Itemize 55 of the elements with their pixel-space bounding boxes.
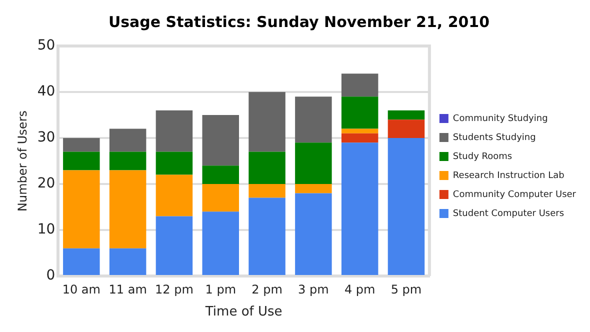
bar bbox=[202, 212, 239, 275]
x-tick-label: 10 am bbox=[62, 282, 100, 296]
bar bbox=[63, 248, 100, 275]
x-tick-label: 1 pm bbox=[205, 282, 236, 296]
bar bbox=[109, 248, 146, 275]
bar bbox=[295, 142, 332, 184]
y-tick-label: 50 bbox=[37, 38, 56, 54]
bar bbox=[202, 166, 239, 184]
bar bbox=[63, 152, 100, 170]
bar bbox=[63, 138, 100, 152]
y-tick-label: 30 bbox=[37, 130, 56, 146]
x-tick-label: 12 pm bbox=[155, 282, 194, 296]
bar bbox=[388, 120, 425, 138]
bar bbox=[156, 216, 193, 275]
bar bbox=[388, 138, 425, 275]
x-tick-label: 5 pm bbox=[390, 282, 422, 296]
x-tick-label: 3 pm bbox=[298, 282, 329, 296]
legend-label: Research Instruction Lab bbox=[452, 170, 565, 181]
bar bbox=[341, 128, 378, 134]
bar bbox=[248, 92, 286, 152]
bar bbox=[156, 110, 193, 152]
y-axis-title: Number of Users bbox=[15, 110, 30, 212]
y-tick-label: 0 bbox=[46, 268, 56, 284]
bar bbox=[341, 142, 378, 275]
legend-label: Student Computer Users bbox=[452, 208, 564, 219]
x-tick-label: 11 am bbox=[108, 282, 147, 296]
bar bbox=[388, 110, 425, 120]
bar bbox=[248, 184, 286, 198]
bar bbox=[295, 193, 332, 275]
chart-title: Usage Statistics: Sunday November 21, 2010 bbox=[108, 12, 490, 31]
bar bbox=[109, 152, 146, 170]
bar bbox=[248, 198, 286, 275]
bar bbox=[341, 96, 378, 129]
bar bbox=[156, 152, 193, 175]
bar bbox=[109, 128, 146, 152]
bar bbox=[202, 184, 239, 212]
legend-label: Community Studying bbox=[452, 114, 548, 124]
legend-label: Community Computer User bbox=[452, 190, 576, 200]
bar bbox=[341, 133, 378, 143]
x-tick-label: 2 pm bbox=[252, 282, 282, 296]
bar bbox=[156, 174, 193, 216]
bar bbox=[63, 170, 100, 248]
bar bbox=[295, 96, 332, 143]
bar bbox=[341, 74, 378, 97]
bar bbox=[109, 170, 146, 248]
x-axis-title: Time of Use bbox=[204, 304, 282, 320]
legend-label: Study Rooms bbox=[452, 152, 512, 162]
y-tick-label: 40 bbox=[37, 84, 56, 100]
bar bbox=[202, 115, 239, 166]
legend-label: Students Studying bbox=[452, 132, 536, 143]
y-tick-label: 20 bbox=[37, 176, 56, 192]
y-tick-label: 10 bbox=[37, 222, 56, 238]
bar bbox=[295, 184, 332, 194]
x-tick-label: 4 pm bbox=[344, 282, 376, 296]
bar bbox=[248, 152, 286, 184]
